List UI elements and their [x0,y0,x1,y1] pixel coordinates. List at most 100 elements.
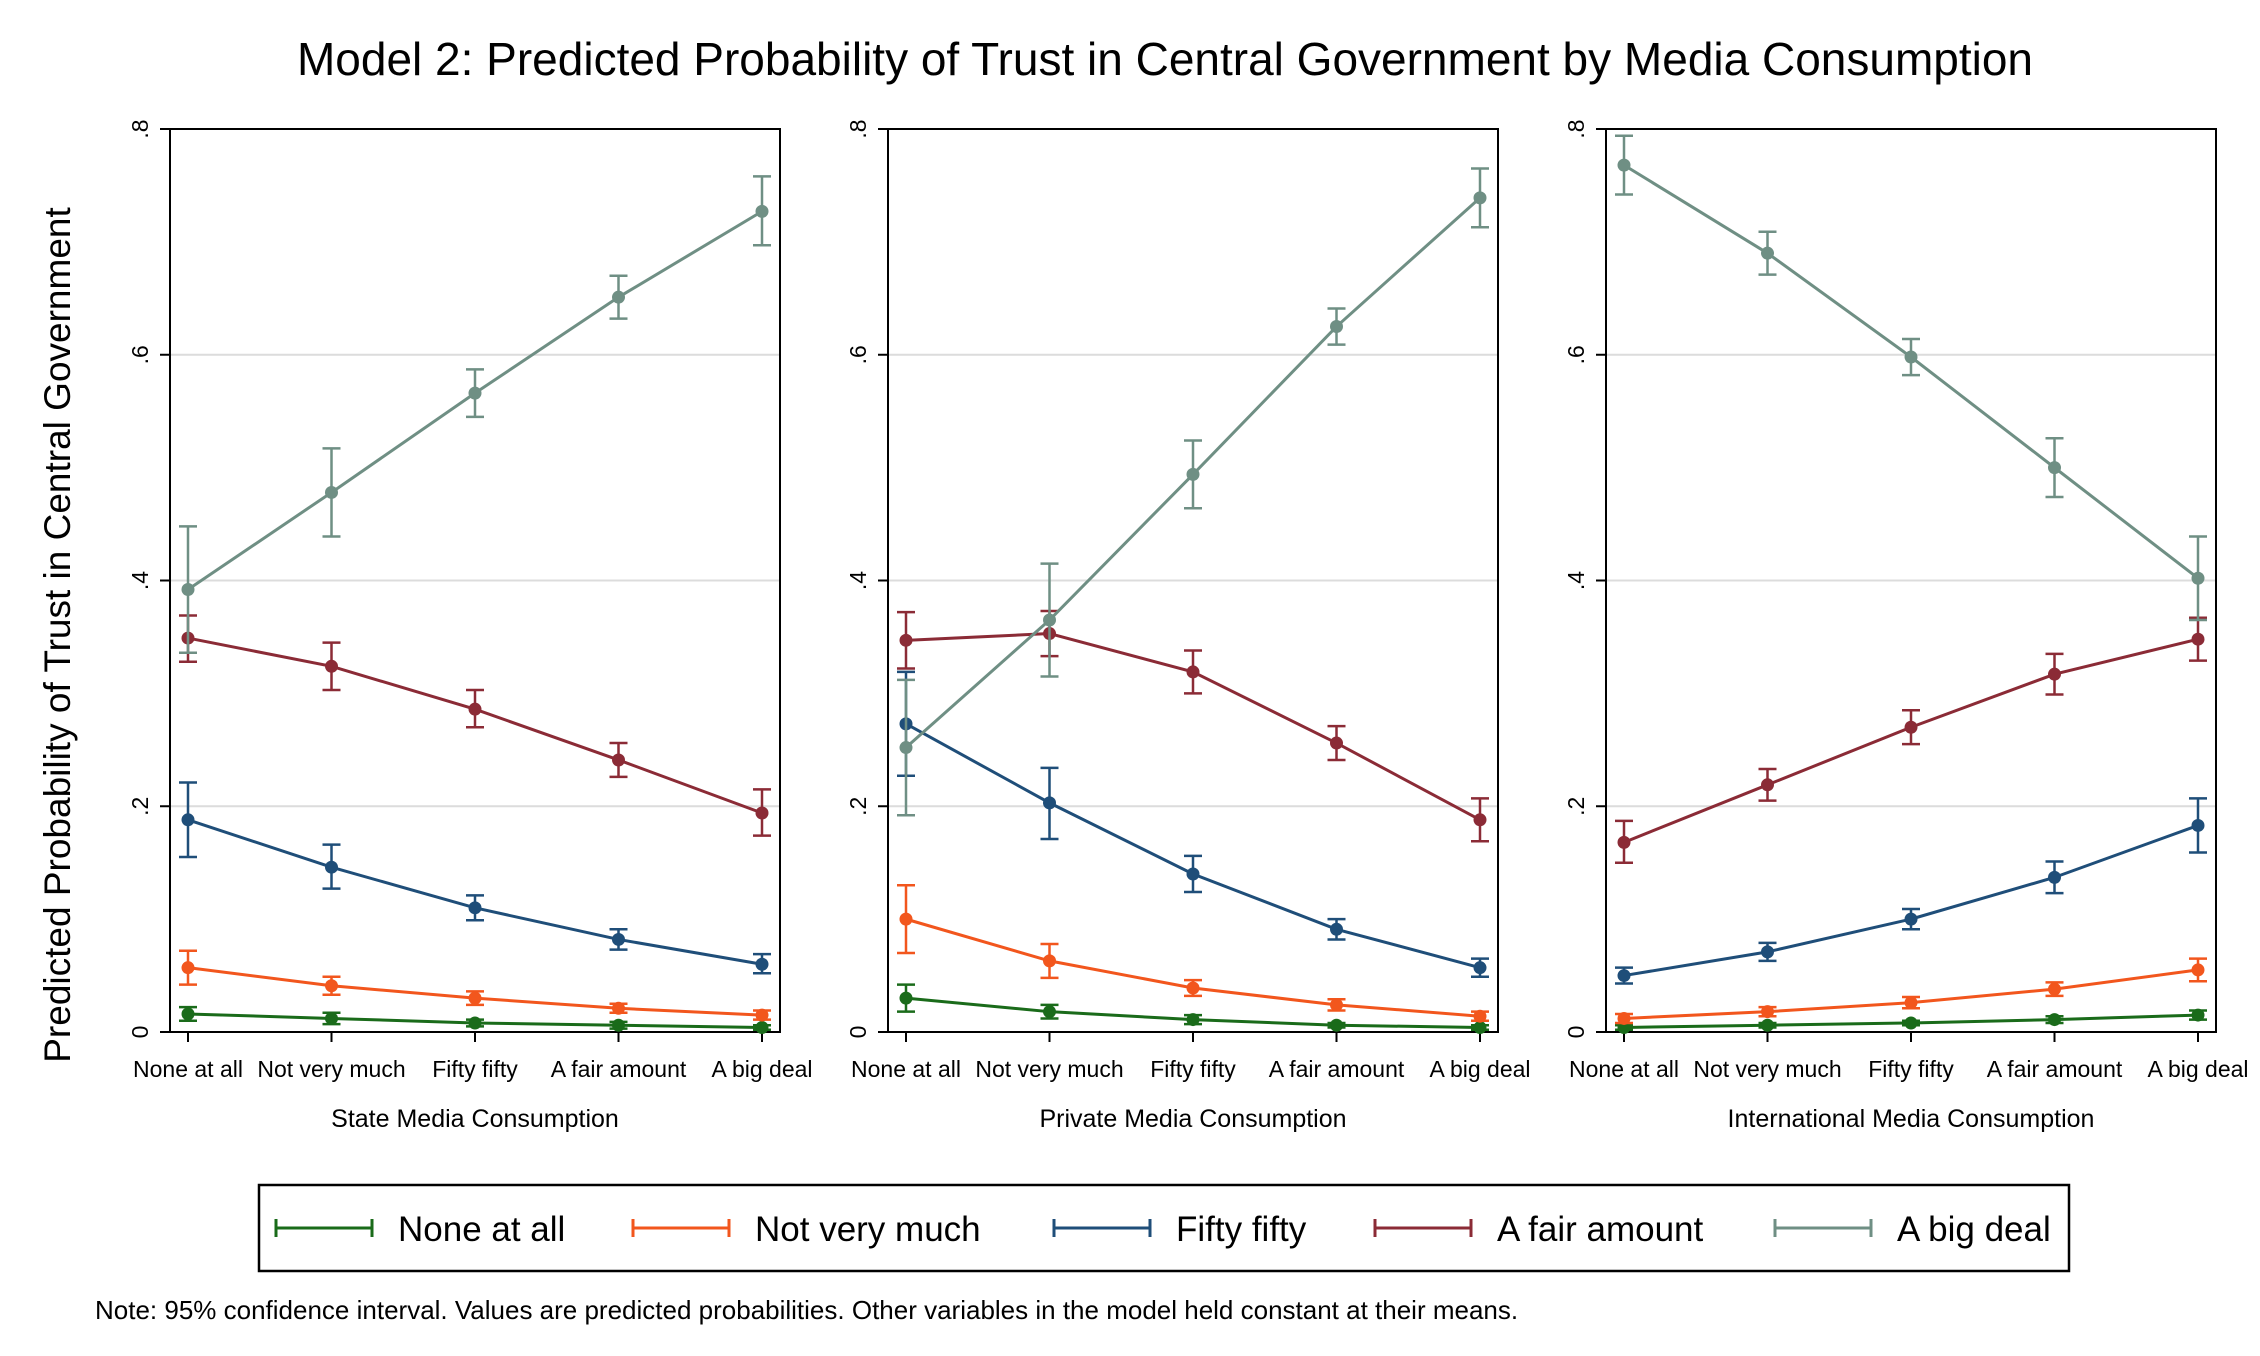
y-tick-label: .2 [1563,797,1589,816]
data-point [1186,665,1200,679]
data-point [1761,246,1774,260]
legend-label: Not very much [755,1210,981,1249]
data-point [181,813,195,827]
y-tick-label: .4 [1563,571,1589,590]
data-point [1617,1020,1631,1034]
legend-box [257,1183,2071,1273]
data-point [1186,1013,1200,1027]
data-point [181,961,195,975]
data-point [1904,996,1918,1010]
series-not-very-much [897,884,1489,1023]
data-point [1186,867,1200,881]
series-a-big-deal [897,167,1489,817]
data-point [1473,1020,1487,1034]
chart-title: Model 2: Predicted Probability of Trust … [297,33,2033,85]
legend-item-none-at-all: None at all [274,1210,565,1249]
series-not-very-much [1615,957,2207,1025]
data-point [1904,720,1918,734]
legend-items: None at all Not very much Fifty fifty A fai… [274,1210,2051,1249]
data-point [2191,963,2205,977]
series-none-at-all [897,983,1489,1034]
data-point [2048,1013,2061,1027]
data-point [755,957,769,971]
data-point [2048,667,2061,681]
data-point [1043,796,1056,810]
data-point [2191,1008,2205,1022]
legend-label: A big deal [1897,1210,2051,1249]
y-axis-label: Predicted Probability of Trust in Centra… [37,207,78,1063]
figure-note: Note: 95% confidence interval. Values ar… [95,1295,1518,1325]
data-point [612,290,625,304]
data-point [325,860,338,874]
x-tick-label: A fair amount [1987,1056,2123,1082]
data-point [325,659,338,673]
data-point [1473,961,1487,975]
data-point [1473,813,1487,827]
data-point [1043,613,1056,627]
data-point [325,979,338,993]
data-point [612,1001,625,1015]
x-axis-title: International Media Consumption [1728,1105,2095,1133]
series-none-at-all [1615,1008,2207,1034]
y-tick-label: .8 [845,119,871,138]
x-tick-label: Fifty fifty [1868,1056,1954,1082]
legend-label: A fair amount [1497,1210,1703,1249]
data-point [468,1016,482,1030]
y-tick-label: .4 [845,571,871,590]
x-tick-label: Fifty fifty [1150,1056,1236,1082]
y-tick-label: .2 [845,797,871,816]
legend-item-fifty-fifty: Fifty fifty [1052,1210,1307,1249]
data-point [2048,461,2061,475]
x-tick-label: Not very much [257,1056,405,1082]
data-point [755,204,769,218]
x-tick-label: Not very much [975,1056,1123,1082]
series-none-at-all [179,1005,771,1034]
data-point [181,583,195,597]
data-point [1473,1009,1487,1023]
data-point [468,702,482,716]
data-point [2048,982,2061,996]
data-point [1904,350,1918,364]
data-point [1330,922,1343,936]
data-point [1761,778,1774,792]
y-tick-label: .4 [127,571,153,590]
series-a-big-deal [179,175,771,654]
panels: 0 .2 .4 .6 .8 None at all Not very much Fifty f… [127,119,2249,1133]
x-tick-label: A fair amount [1269,1056,1405,1082]
y-tick-label: .6 [127,345,153,364]
x-axis-title: State Media Consumption [331,1105,619,1133]
data-point [2191,632,2205,646]
data-point [1043,1005,1056,1019]
y-tick-label: .6 [845,345,871,364]
data-point [325,485,338,499]
series-not-very-much [179,949,771,1022]
legend-label: None at all [398,1210,565,1249]
x-tick-label: None at all [851,1056,961,1082]
data-point [2191,571,2205,585]
data-point [612,753,625,767]
data-point [1330,736,1343,750]
data-point [2048,870,2061,884]
data-point [1330,998,1343,1012]
data-point [612,932,625,946]
legend-label: Fifty fifty [1176,1210,1307,1249]
data-point [1186,981,1200,995]
data-point [755,1008,769,1022]
series-a-big-deal [1615,134,2207,622]
data-point [325,1011,338,1025]
y-tick-label: 0 [1563,1026,1589,1039]
data-point [468,386,482,400]
x-tick-label: Fifty fifty [432,1056,518,1082]
data-point [1617,835,1631,849]
x-tick-label: Not very much [1693,1056,1841,1082]
data-point [1186,467,1200,481]
x-tick-label: A big deal [2147,1056,2248,1082]
y-tick-label: .8 [127,119,153,138]
data-point [1043,954,1056,968]
y-tick-label: 0 [845,1026,871,1039]
data-point [1617,969,1631,983]
series-a-fair-amount [897,609,1489,843]
data-point [1617,158,1631,172]
x-tick-label: A big deal [711,1056,812,1082]
